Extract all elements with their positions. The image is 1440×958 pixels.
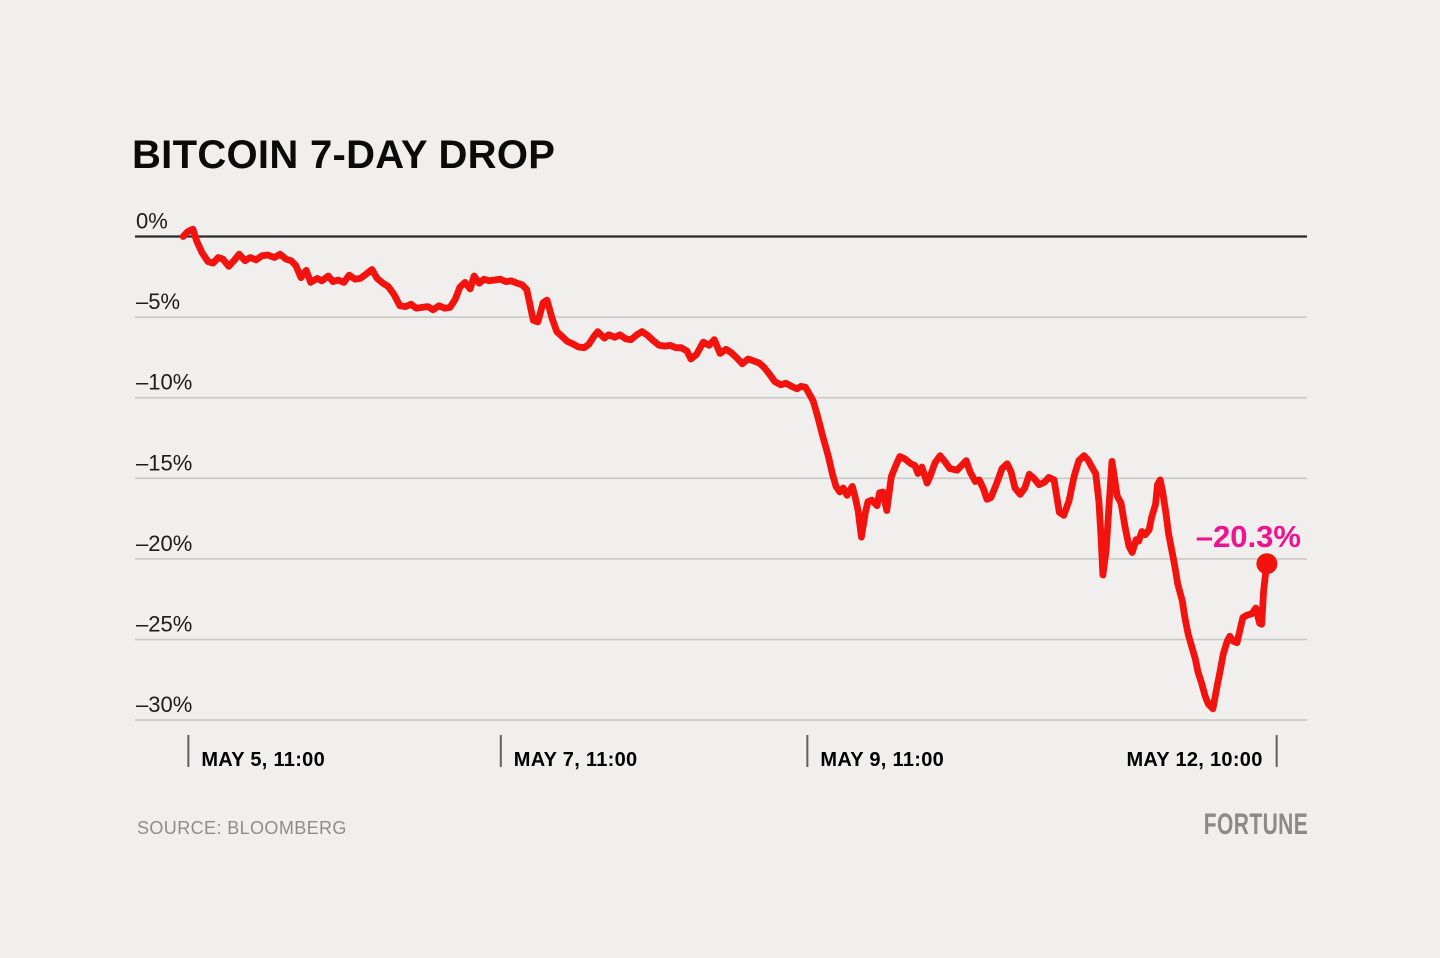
chart-title: BITCOIN 7-DAY DROP [132, 133, 556, 177]
x-axis-label: MAY 7, 11:00 [514, 749, 638, 771]
x-axis-label: MAY 5, 11:00 [201, 749, 325, 771]
x-axis-label: MAY 12, 10:00 [1126, 749, 1262, 771]
y-axis-label: –25% [136, 612, 192, 637]
x-axis-label: MAY 9, 11:00 [820, 749, 944, 771]
fortune-logo: FORTUNE [1203, 808, 1308, 841]
current-value-label: –20.3% [1195, 518, 1301, 554]
end-point-dot [1256, 553, 1278, 575]
y-axis-label: –5% [136, 289, 180, 314]
source-credit: SOURCE: BLOOMBERG [137, 818, 347, 838]
y-axis-label: –10% [136, 370, 192, 395]
y-axis-label: –20% [136, 531, 192, 556]
y-axis-label: –30% [136, 692, 192, 717]
y-axis-label: –15% [136, 450, 192, 475]
y-axis-label: 0% [136, 209, 168, 234]
price-line [179, 225, 1271, 713]
